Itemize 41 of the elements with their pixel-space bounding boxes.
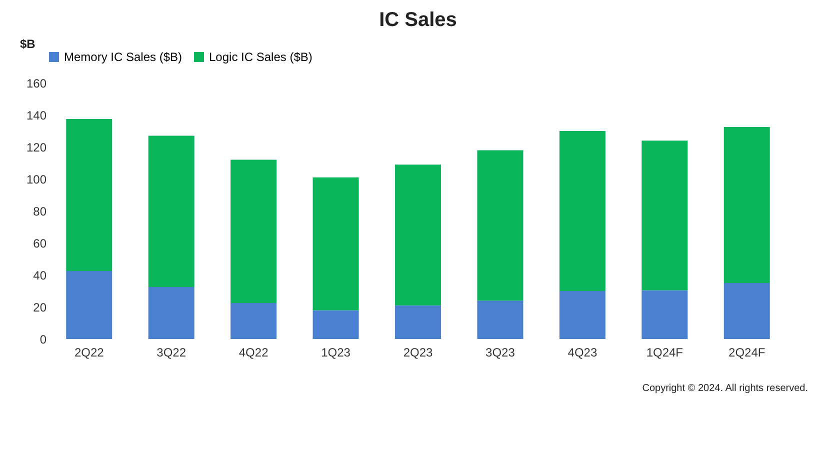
legend-label: Memory IC Sales ($B)	[64, 50, 182, 64]
bar	[395, 305, 441, 339]
x-tick-label: 3Q23	[486, 346, 516, 360]
chart-title: IC Sales	[379, 9, 457, 31]
bar	[724, 283, 770, 339]
bar	[66, 119, 112, 271]
y-tick-label: 0	[40, 332, 47, 346]
x-tick-label: 1Q24F	[646, 346, 684, 360]
bar	[559, 131, 606, 291]
bar	[66, 271, 112, 339]
bar	[230, 303, 277, 339]
y-tick-label: 40	[33, 268, 47, 282]
y-tick-label: 100	[26, 172, 47, 186]
bar	[148, 136, 194, 287]
bar	[230, 160, 277, 303]
legend-label: Logic IC Sales ($B)	[209, 50, 312, 64]
y-tick-label: 60	[33, 236, 47, 250]
x-tick-label: 3Q22	[156, 346, 186, 360]
y-axis-title: $B	[20, 37, 36, 51]
bar	[477, 150, 524, 301]
y-tick-label: 120	[26, 140, 47, 154]
bar	[148, 287, 194, 339]
bar	[559, 291, 606, 339]
x-tick-label: 2Q23	[403, 346, 433, 360]
y-tick-label: 160	[26, 76, 47, 90]
bar	[477, 300, 524, 339]
y-tick-label: 20	[33, 300, 47, 314]
text: Copyright © 2024. All rights reserved.	[642, 383, 808, 394]
x-tick-label: 4Q23	[568, 346, 598, 360]
bar	[395, 164, 441, 306]
bar	[724, 127, 770, 283]
bar	[312, 310, 359, 339]
x-tick-label: 2Q22	[74, 346, 104, 360]
bar	[642, 140, 688, 290]
x-tick-label: 1Q23	[321, 346, 351, 360]
x-tick-label: 2Q24F	[728, 346, 766, 360]
y-tick-label: 140	[26, 108, 47, 122]
y-tick-label: 80	[33, 204, 47, 218]
bar	[312, 177, 359, 310]
bar	[642, 290, 688, 339]
x-tick-label: 4Q22	[238, 346, 269, 360]
